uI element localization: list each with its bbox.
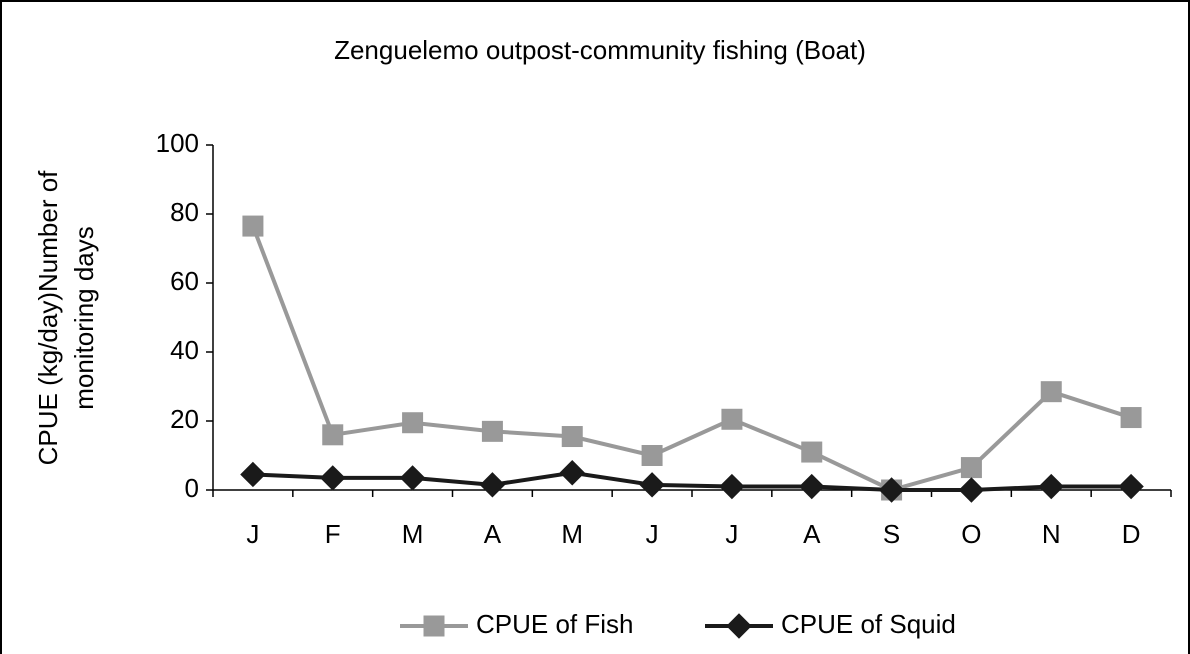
y-tick-label: 60 bbox=[170, 266, 199, 296]
x-tick-label: A bbox=[484, 519, 502, 549]
data-point bbox=[1040, 381, 1062, 403]
x-tick-label: A bbox=[803, 519, 821, 549]
data-point bbox=[559, 460, 585, 486]
legend-label: CPUE of Fish bbox=[476, 609, 634, 639]
x-tick-label: J bbox=[725, 519, 738, 549]
data-point bbox=[960, 457, 982, 479]
data-point bbox=[1118, 473, 1144, 500]
series-line bbox=[252, 470, 1132, 492]
chart-title: Zenguelemo outpost-community fishing (Bo… bbox=[334, 35, 866, 65]
x-tick-label: F bbox=[325, 519, 341, 549]
legend-marker bbox=[423, 615, 445, 637]
data-point bbox=[639, 472, 665, 498]
data-point bbox=[322, 424, 344, 446]
y-tick-label: 20 bbox=[170, 404, 199, 434]
x-tick-label: J bbox=[646, 519, 659, 549]
legend-marker bbox=[726, 613, 752, 639]
data-point bbox=[801, 441, 823, 463]
data-point bbox=[1120, 407, 1142, 429]
y-tick-label: 80 bbox=[170, 197, 199, 227]
data-point bbox=[481, 420, 503, 442]
data-point bbox=[799, 473, 825, 500]
y-axis-title: CPUE (kg/day)Number of monitoring days bbox=[33, 170, 99, 466]
x-tick-label: O bbox=[961, 519, 981, 549]
x-tick-label: N bbox=[1042, 519, 1061, 549]
data-point bbox=[721, 408, 743, 430]
data-point bbox=[719, 473, 745, 500]
data-point bbox=[479, 472, 506, 498]
data-point bbox=[240, 461, 266, 488]
x-tick-label: S bbox=[883, 519, 900, 549]
x-tick-label: J bbox=[246, 519, 259, 549]
data-point bbox=[399, 465, 426, 491]
y-axis-title-line: monitoring days bbox=[69, 226, 99, 410]
y-tick-label: 100 bbox=[156, 128, 199, 158]
x-tick-label: D bbox=[1122, 519, 1141, 549]
data-point bbox=[561, 426, 583, 448]
data-point bbox=[958, 477, 985, 503]
data-point bbox=[1038, 473, 1064, 500]
data-point bbox=[402, 412, 424, 434]
data-point bbox=[320, 465, 346, 491]
series-line bbox=[251, 225, 1132, 493]
data-point bbox=[641, 445, 663, 466]
x-tick-label: M bbox=[402, 519, 424, 549]
y-tick-label: 40 bbox=[170, 335, 199, 365]
y-tick-label: 0 bbox=[185, 473, 199, 503]
data-point bbox=[878, 477, 905, 503]
y-axis-title-line: CPUE (kg/day)Number of bbox=[33, 170, 63, 466]
legend-label: CPUE of Squid bbox=[781, 609, 956, 639]
x-tick-label: M bbox=[561, 519, 583, 549]
data-point bbox=[242, 215, 264, 237]
